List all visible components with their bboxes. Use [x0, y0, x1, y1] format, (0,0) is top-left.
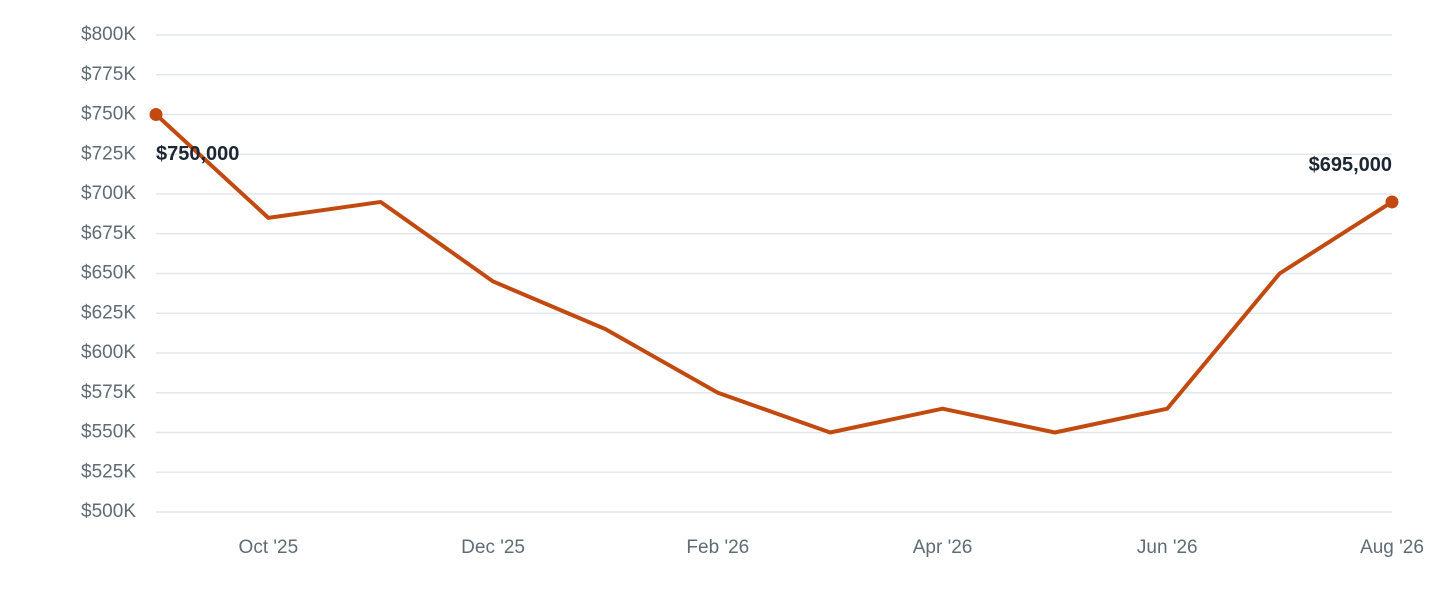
y-tick-label: $775K: [81, 64, 136, 85]
y-tick-label: $500K: [81, 501, 136, 522]
x-tick-label: Jun '26: [1137, 537, 1198, 558]
y-tick-label: $650K: [81, 263, 136, 284]
x-tick-label: Dec '25: [461, 537, 525, 558]
point: [1385, 195, 1399, 209]
y-tick-label: $575K: [81, 382, 136, 403]
y-tick-label: $800K: [81, 24, 136, 45]
y-tick-label: $675K: [81, 223, 136, 244]
point: [149, 108, 163, 121]
x-tick-label: Aug '26: [1360, 537, 1424, 558]
y-tick-label: $600K: [81, 342, 136, 363]
line: [154, 113, 1394, 435]
y-tick-label: $725K: [81, 143, 136, 164]
y-tick-label: $625K: [81, 302, 136, 323]
y-tick-label: $525K: [81, 461, 136, 482]
y-tick-label: $550K: [81, 422, 136, 443]
y-tick-label: $700K: [81, 183, 136, 204]
value-label: $695,000: [1309, 154, 1392, 176]
x-tick-label: Feb '26: [686, 537, 749, 558]
x-tick-label: Apr '26: [913, 537, 973, 558]
x-tick-label: Oct '25: [239, 537, 299, 558]
y-tick-label: $750K: [81, 104, 136, 125]
value-label: $750,000: [156, 143, 239, 165]
